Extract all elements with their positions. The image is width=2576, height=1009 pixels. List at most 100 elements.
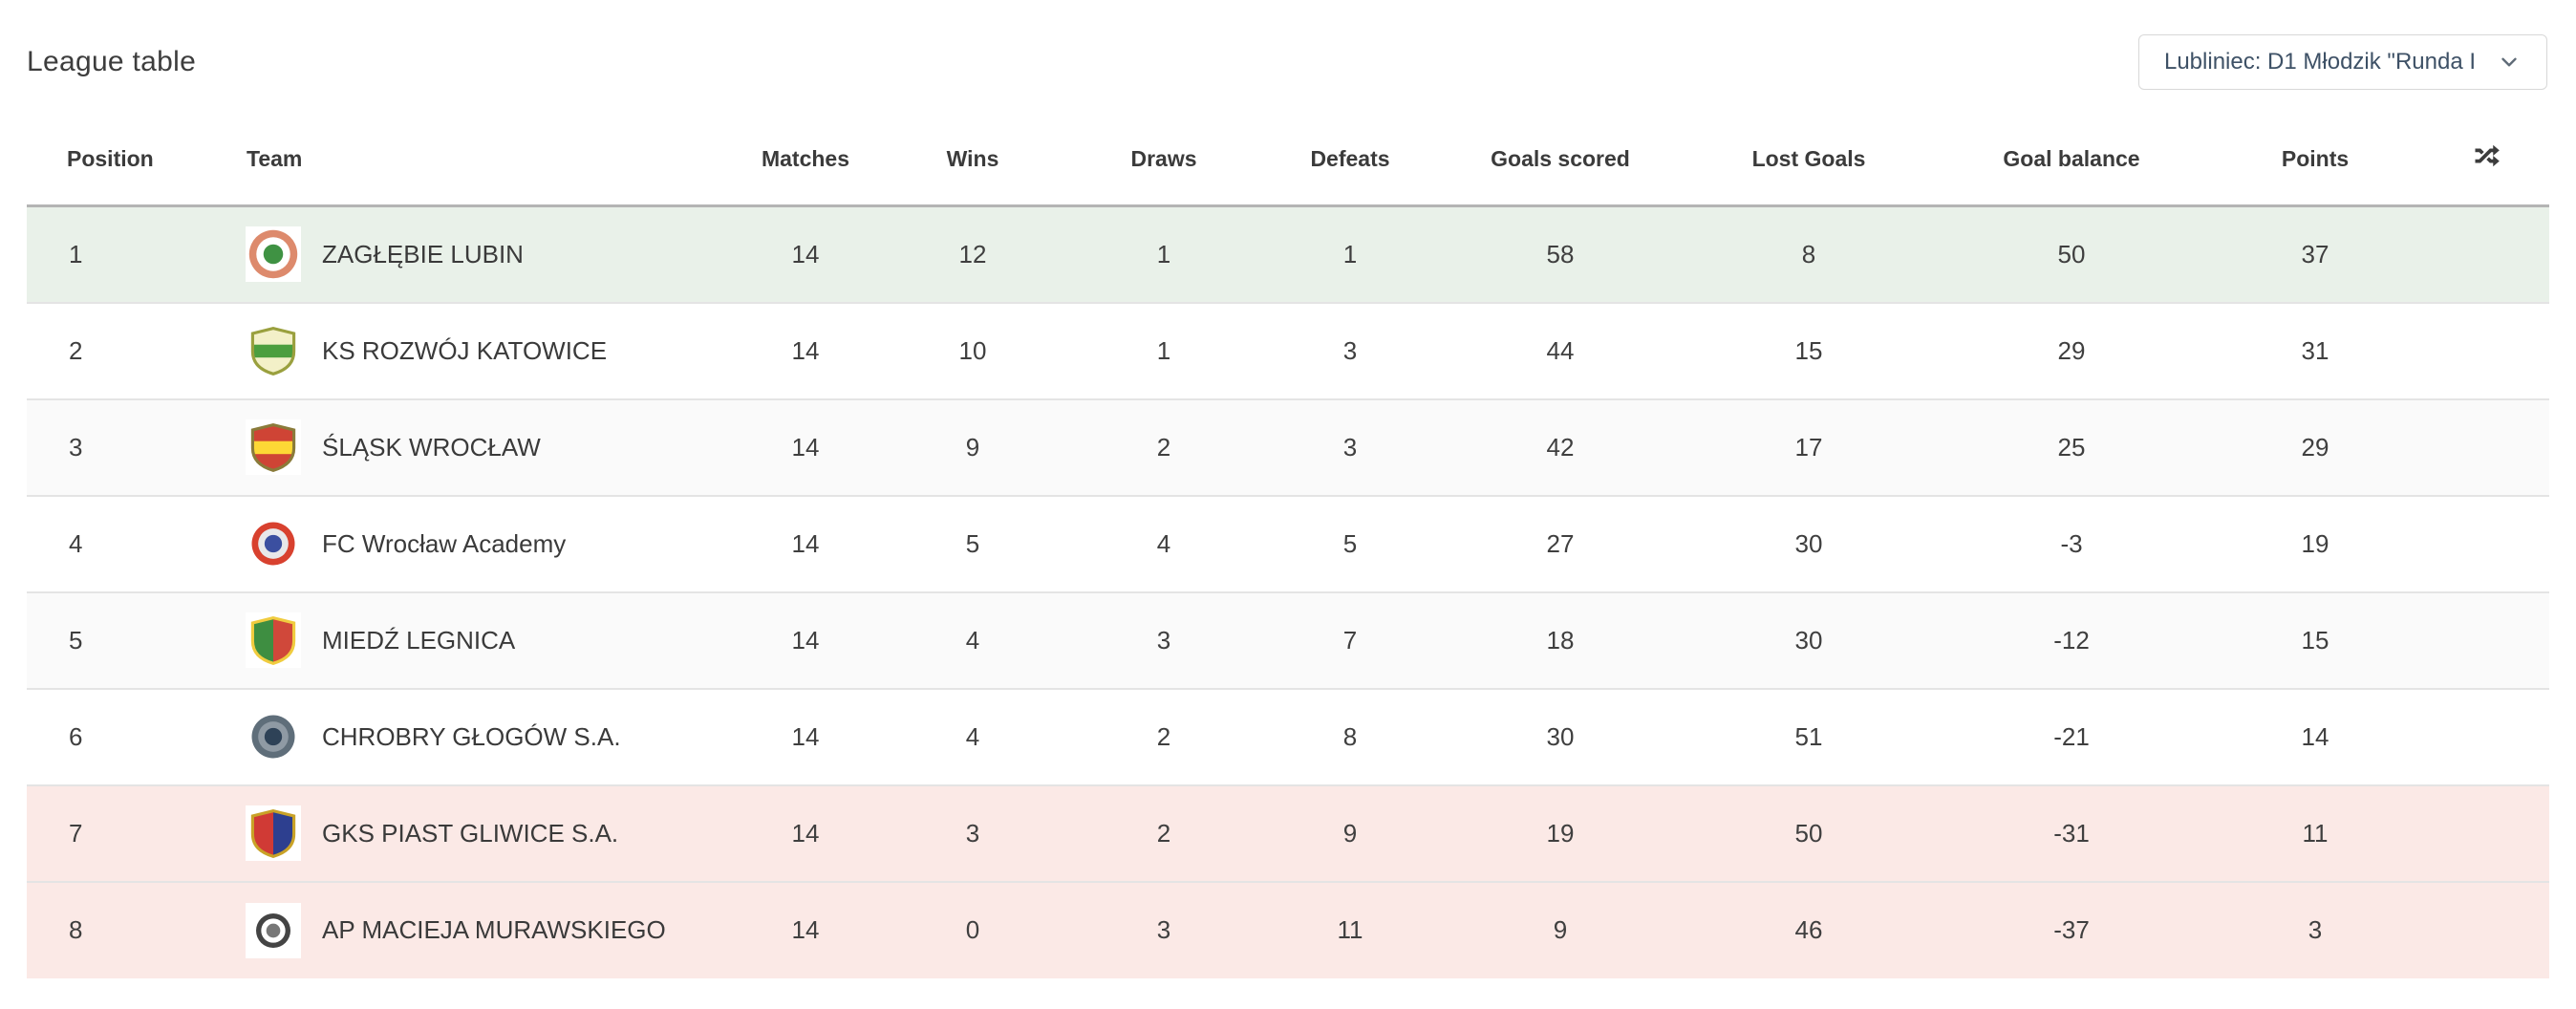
team-crest — [246, 709, 301, 764]
team-cell-content: ŚLĄSK WROCŁAW — [228, 419, 733, 475]
column-header-position: Position — [27, 109, 227, 207]
defeats-cell: 11 — [1259, 881, 1441, 978]
team-cell: CHROBRY GŁOGÓW S.A. — [227, 688, 734, 786]
shuffle-cell — [2425, 398, 2549, 497]
position-cell: 5 — [27, 591, 227, 690]
team-cell-content: CHROBRY GŁOGÓW S.A. — [228, 709, 733, 764]
column-header-team: Team — [227, 109, 734, 207]
team-crest-icon — [250, 615, 296, 665]
team-crest — [246, 516, 301, 571]
chevron-down-icon — [2501, 57, 2517, 67]
table-row[interactable]: 8 AP MACIEJA MURAWSKIEGO 14 0 3 11 9 46 -37 3 — [27, 881, 2549, 978]
team-cell-content: ZAGŁĘBIE LUBIN — [228, 226, 733, 283]
team-crest-icon — [251, 522, 295, 566]
wins-cell: 0 — [877, 881, 1068, 978]
wins-cell: 4 — [877, 688, 1068, 786]
matches-cell: 14 — [734, 495, 877, 593]
team-crest-icon — [251, 715, 295, 759]
wins-cell: 4 — [877, 591, 1068, 690]
position-cell: 2 — [27, 302, 227, 400]
team-crest — [246, 805, 301, 861]
team-crest — [246, 323, 301, 378]
goals-scored-cell: 44 — [1441, 302, 1680, 400]
wins-cell: 9 — [877, 398, 1068, 497]
matches-cell: 14 — [734, 205, 877, 304]
team-cell-content: KS ROZWÓJ KATOWICE — [228, 323, 733, 378]
draws-cell: 3 — [1068, 591, 1259, 690]
shuffle-cell — [2425, 881, 2549, 978]
team-name: ŚLĄSK WROCŁAW — [322, 432, 541, 462]
defeats-cell: 1 — [1259, 205, 1441, 304]
team-name: AP MACIEJA MURAWSKIEGO — [322, 915, 666, 944]
wins-cell: 5 — [877, 495, 1068, 593]
table-row[interactable]: 5 MIEDŹ LEGNICA 14 4 3 7 18 30 -12 15 — [27, 591, 2549, 690]
team-crest-icon — [256, 912, 290, 948]
defeats-cell: 3 — [1259, 398, 1441, 497]
team-crest-icon — [250, 326, 296, 376]
shuffle-cell — [2425, 302, 2549, 400]
team-cell-content: MIEDŹ LEGNICA — [228, 612, 733, 668]
team-name: KS ROZWÓJ KATOWICE — [322, 335, 608, 365]
team-crest-icon — [250, 422, 296, 472]
matches-cell: 14 — [734, 784, 877, 883]
defeats-cell: 9 — [1259, 784, 1441, 883]
points-cell: 37 — [2205, 205, 2425, 304]
draws-cell: 4 — [1068, 495, 1259, 593]
team-name: GKS PIAST GLIWICE S.A. — [322, 818, 619, 848]
table-row[interactable]: 2 KS ROZWÓJ KATOWICE 14 10 1 3 44 15 29 31 — [27, 302, 2549, 400]
team-cell: ZAGŁĘBIE LUBIN — [227, 205, 734, 304]
matches-cell: 14 — [734, 688, 877, 786]
defeats-cell: 7 — [1259, 591, 1441, 690]
column-header-wins: Wins — [877, 109, 1068, 207]
team-cell-content: FC Wrocław Academy — [228, 516, 733, 571]
goal-balance-cell: -31 — [1938, 784, 2205, 883]
page-title: League table — [27, 46, 197, 77]
team-name: CHROBRY GŁOGÓW S.A. — [322, 721, 621, 751]
table-row[interactable]: 6 CHROBRY GŁOGÓW S.A. 14 4 2 8 30 51 -21 14 — [27, 688, 2549, 786]
goals-scored-cell: 42 — [1441, 398, 1680, 497]
season-selector[interactable]: Lubliniec: D1 Młodzik "Runda I — [2137, 34, 2547, 90]
shuffle-cell — [2425, 784, 2549, 883]
team-name: FC Wrocław Academy — [322, 528, 567, 558]
defeats-cell: 8 — [1259, 688, 1441, 786]
points-cell: 3 — [2205, 881, 2425, 978]
lost-goals-cell: 8 — [1680, 205, 1938, 304]
goal-balance-cell: -12 — [1938, 591, 2205, 690]
team-name: MIEDŹ LEGNICA — [322, 625, 516, 655]
goals-scored-cell: 58 — [1441, 205, 1680, 304]
lost-goals-cell: 50 — [1680, 784, 1938, 883]
team-crest — [246, 226, 301, 283]
topbar: League table Lubliniec: D1 Młodzik "Rund… — [27, 0, 2549, 96]
lost-goals-cell: 30 — [1680, 591, 1938, 690]
team-crest-icon — [248, 230, 298, 279]
table-row[interactable]: 3 ŚLĄSK WROCŁAW 14 9 2 3 42 17 25 29 — [27, 398, 2549, 497]
team-cell: ŚLĄSK WROCŁAW — [227, 398, 734, 497]
defeats-cell: 5 — [1259, 495, 1441, 593]
team-cell: MIEDŹ LEGNICA — [227, 591, 734, 690]
goals-scored-cell: 9 — [1441, 881, 1680, 978]
team-cell: FC Wrocław Academy — [227, 495, 734, 593]
shuffle-cell — [2425, 495, 2549, 593]
table-row[interactable]: 1 ZAGŁĘBIE LUBIN 14 12 1 1 58 8 50 37 — [27, 205, 2549, 304]
wins-cell: 12 — [877, 205, 1068, 304]
goals-scored-cell: 30 — [1441, 688, 1680, 786]
points-cell: 15 — [2205, 591, 2425, 690]
team-crest-icon — [250, 808, 296, 858]
points-cell: 14 — [2205, 688, 2425, 786]
lost-goals-cell: 30 — [1680, 495, 1938, 593]
goal-balance-cell: 50 — [1938, 205, 2205, 304]
team-crest — [246, 419, 301, 475]
table-row[interactable]: 7 GKS PIAST GLIWICE S.A. 14 3 2 9 19 50 -31 11 — [27, 784, 2549, 883]
points-cell: 11 — [2205, 784, 2425, 883]
lost-goals-cell: 17 — [1680, 398, 1938, 497]
table-row[interactable]: 4 FC Wrocław Academy 14 5 4 5 27 30 -3 19 — [27, 495, 2549, 593]
team-name: ZAGŁĘBIE LUBIN — [322, 239, 524, 268]
points-cell: 29 — [2205, 398, 2425, 497]
goals-scored-cell: 27 — [1441, 495, 1680, 593]
matches-cell: 14 — [734, 881, 877, 978]
column-header-shuffle[interactable] — [2425, 109, 2549, 207]
shuffle-icon[interactable] — [2473, 141, 2501, 170]
goal-balance-cell: -37 — [1938, 881, 2205, 978]
team-crest — [246, 902, 301, 958]
position-cell: 3 — [27, 398, 227, 497]
